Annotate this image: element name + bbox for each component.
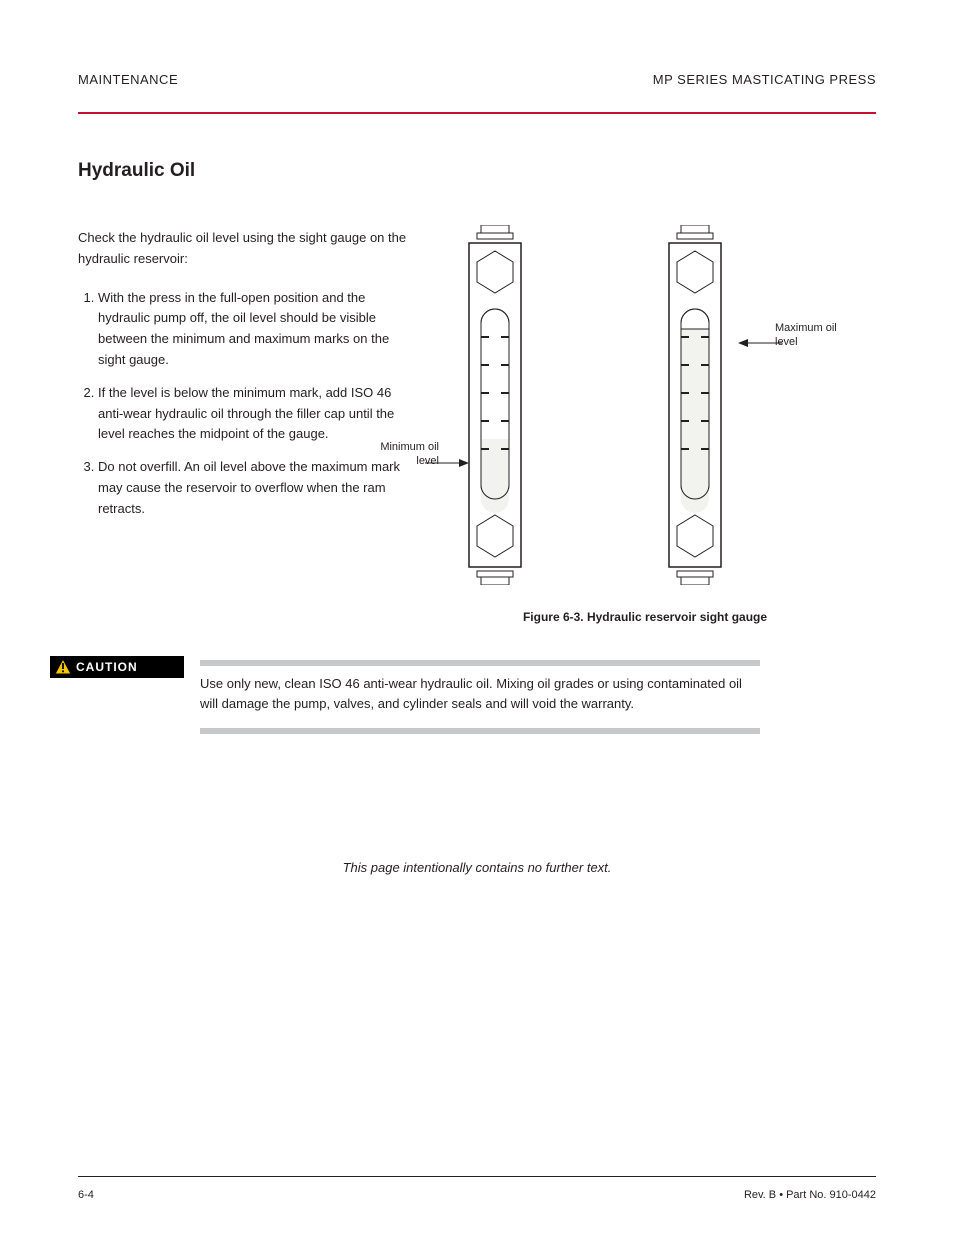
procedure-steps: With the press in the full-open position… — [78, 288, 413, 520]
blank-page-note: This page intentionally contains no furt… — [78, 860, 876, 875]
caution-block: CAUTION Use only new, clean ISO 46 anti-… — [200, 660, 760, 734]
procedure-intro: Check the hydraulic oil level using the … — [78, 228, 413, 270]
header-left: MAINTENANCE — [78, 72, 178, 87]
procedure-step: With the press in the full-open position… — [98, 288, 413, 371]
sight-gauge-min — [455, 225, 535, 585]
figure-area: Minimum oil level — [435, 225, 835, 620]
footer-page-number: 6-4 — [78, 1189, 94, 1201]
figure-caption: Figure 6-3. Hydraulic reservoir sight ga… — [515, 610, 775, 624]
section-heading: Hydraulic Oil — [78, 160, 195, 182]
procedure-step: If the level is below the minimum mark, … — [98, 383, 413, 445]
caution-bar-top — [200, 660, 760, 666]
caution-badge: CAUTION — [50, 656, 184, 678]
procedure-block: Check the hydraulic oil level using the … — [78, 228, 413, 532]
header-right: MP SERIES MASTICATING PRESS — [653, 72, 876, 87]
header-rule — [78, 112, 876, 114]
page-root: MAINTENANCE MP SERIES MASTICATING PRESS … — [0, 0, 954, 1235]
caution-text: Use only new, clean ISO 46 anti-wear hyd… — [200, 674, 760, 714]
warning-triangle-icon — [54, 658, 72, 676]
footer-doc-id: Rev. B • Part No. 910-0442 — [744, 1189, 876, 1201]
sight-gauge-max — [655, 225, 735, 585]
max-level-label: Maximum oil level — [775, 321, 855, 350]
caution-bar-bottom — [200, 728, 760, 734]
procedure-step: Do not overfill. An oil level above the … — [98, 457, 413, 519]
caution-badge-label: CAUTION — [76, 660, 138, 674]
footer-rule — [78, 1176, 876, 1177]
